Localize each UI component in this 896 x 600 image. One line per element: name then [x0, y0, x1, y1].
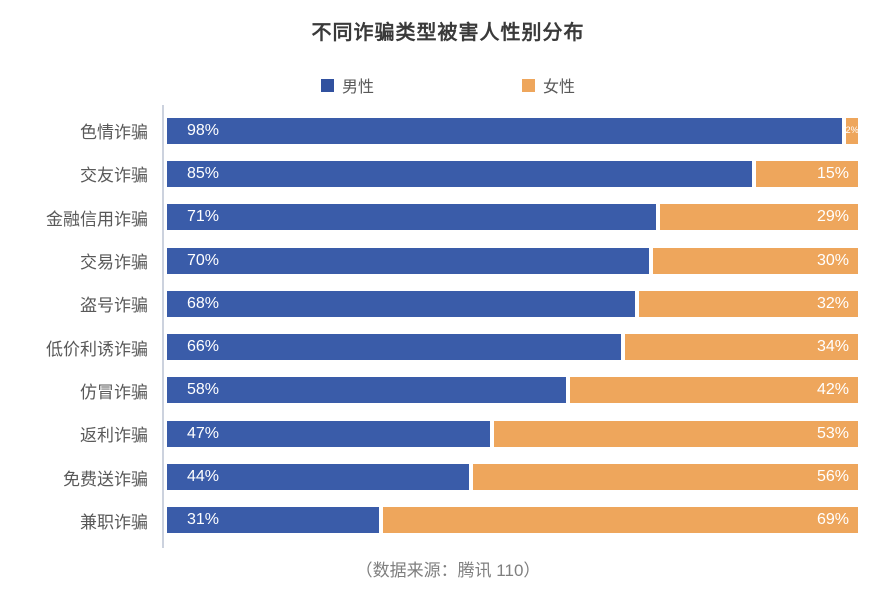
bar-track: 85% 15%: [167, 160, 858, 187]
female-bar-segment: 69%: [383, 507, 858, 534]
category-label: 交易诈骗: [80, 253, 148, 273]
male-value-label: 44%: [187, 468, 220, 486]
male-value-label: 70%: [187, 251, 220, 269]
chart-legend: 男性 女性: [0, 73, 896, 97]
female-value-label: 53%: [816, 424, 849, 442]
male-bar-segment: 66%: [167, 334, 622, 361]
male-value-label: 85%: [187, 164, 220, 182]
male-bar-segment: 70%: [167, 247, 649, 274]
legend-swatch-icon: [320, 78, 334, 92]
female-bar-segment: 42%: [569, 377, 858, 404]
male-value-label: 71%: [187, 208, 220, 226]
bar-track: 58% 42%: [167, 377, 858, 404]
legend-label: 男性: [341, 79, 374, 96]
category-label: 免费送诈骗: [63, 469, 148, 489]
chart-row: 交友诈骗 85% 15%: [0, 152, 858, 195]
chart-row: 仿冒诈骗 58% 42%: [0, 369, 858, 412]
bar-track: 31% 69%: [167, 507, 858, 534]
category-label: 金融信用诈骗: [46, 209, 148, 229]
female-bar-segment: 53%: [493, 420, 858, 447]
male-bar-segment: 71%: [167, 204, 656, 231]
female-bar-segment: 2%: [846, 117, 858, 144]
chart-row: 盗号诈骗 68% 32%: [0, 282, 858, 325]
male-bar-segment: 44%: [167, 464, 470, 491]
y-axis-line: [162, 105, 164, 548]
female-bar-segment: 34%: [625, 334, 858, 361]
female-bar-segment: 15%: [756, 160, 858, 187]
chart-row: 免费送诈骗 44% 56%: [0, 455, 858, 498]
category-label: 色情诈骗: [80, 123, 148, 143]
chart-title: 不同诈骗类型被害人性别分布: [311, 22, 585, 44]
bar-track: 98% 2%: [167, 117, 858, 144]
male-bar-segment: 47%: [167, 420, 490, 447]
female-value-label: 56%: [816, 468, 849, 486]
chart-row: 交易诈骗 70% 30%: [0, 239, 858, 282]
data-source-note: （数据来源：腾讯 110）: [355, 560, 541, 580]
female-value-label: 2%: [846, 125, 858, 136]
chart-row: 兼职诈骗 31% 69%: [0, 499, 858, 542]
bar-track: 68% 32%: [167, 290, 858, 317]
chart-row: 色情诈骗 98% 2%: [0, 109, 858, 152]
male-bar-segment: 85%: [167, 160, 753, 187]
male-value-label: 98%: [187, 121, 220, 139]
category-label: 盗号诈骗: [80, 296, 148, 316]
category-label: 仿冒诈骗: [80, 382, 148, 402]
legend-swatch-icon: [522, 78, 535, 92]
female-value-label: 34%: [816, 338, 849, 356]
male-bar-segment: 31%: [167, 507, 380, 534]
chart-row: 返利诈骗 47% 53%: [0, 412, 858, 455]
bar-track: 71% 29%: [167, 204, 858, 231]
male-value-label: 66%: [187, 338, 220, 356]
male-value-label: 31%: [187, 511, 220, 529]
male-bar-segment: 68%: [167, 290, 635, 317]
category-label: 交友诈骗: [80, 166, 148, 186]
category-label: 返利诈骗: [80, 426, 148, 446]
bar-track: 47% 53%: [167, 420, 858, 447]
male-value-label: 68%: [187, 294, 220, 312]
category-label: 低价利诱诈骗: [46, 339, 148, 359]
bar-track: 44% 56%: [167, 464, 858, 491]
chart-row: 金融信用诈骗 71% 29%: [0, 196, 858, 239]
bar-track: 70% 30%: [167, 247, 858, 274]
female-value-label: 29%: [816, 208, 849, 226]
female-bar-segment: 56%: [473, 464, 858, 491]
male-bar-segment: 98%: [167, 117, 843, 144]
female-bar-segment: 30%: [652, 247, 858, 274]
male-value-label: 47%: [187, 424, 220, 442]
male-value-label: 58%: [187, 381, 220, 399]
stacked-bar-chart: 色情诈骗 98% 2% 交友诈骗 85% 15% 金融信用诈骗 71% 29% 交易诈骗 70% 30…: [0, 105, 896, 548]
female-value-label: 42%: [816, 381, 849, 399]
female-bar-segment: 29%: [659, 204, 858, 231]
female-value-label: 30%: [816, 251, 849, 269]
legend-item-male: 男性: [320, 73, 374, 97]
female-value-label: 32%: [816, 294, 849, 312]
male-bar-segment: 58%: [167, 377, 566, 404]
female-bar-segment: 32%: [638, 290, 858, 317]
female-value-label: 69%: [816, 511, 849, 529]
female-value-label: 15%: [816, 164, 849, 182]
category-label: 兼职诈骗: [80, 512, 148, 532]
chart-row: 低价利诱诈骗 66% 34%: [0, 325, 858, 368]
bar-track: 66% 34%: [167, 334, 858, 361]
legend-item-female: 女性: [522, 73, 575, 97]
legend-label: 女性: [543, 79, 576, 96]
